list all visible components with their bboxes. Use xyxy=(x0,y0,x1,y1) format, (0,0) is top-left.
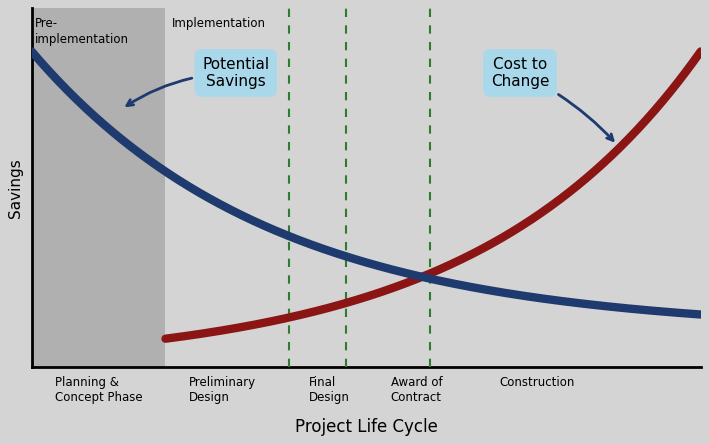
Y-axis label: Savings: Savings xyxy=(9,158,23,218)
Bar xyxy=(32,8,165,368)
Text: Potential
Savings: Potential Savings xyxy=(127,57,269,106)
Text: Pre-
implementation: Pre- implementation xyxy=(35,17,129,46)
Text: Implementation: Implementation xyxy=(172,17,266,30)
X-axis label: Project Life Cycle: Project Life Cycle xyxy=(295,418,437,436)
Text: Cost to
Change: Cost to Change xyxy=(491,57,613,140)
